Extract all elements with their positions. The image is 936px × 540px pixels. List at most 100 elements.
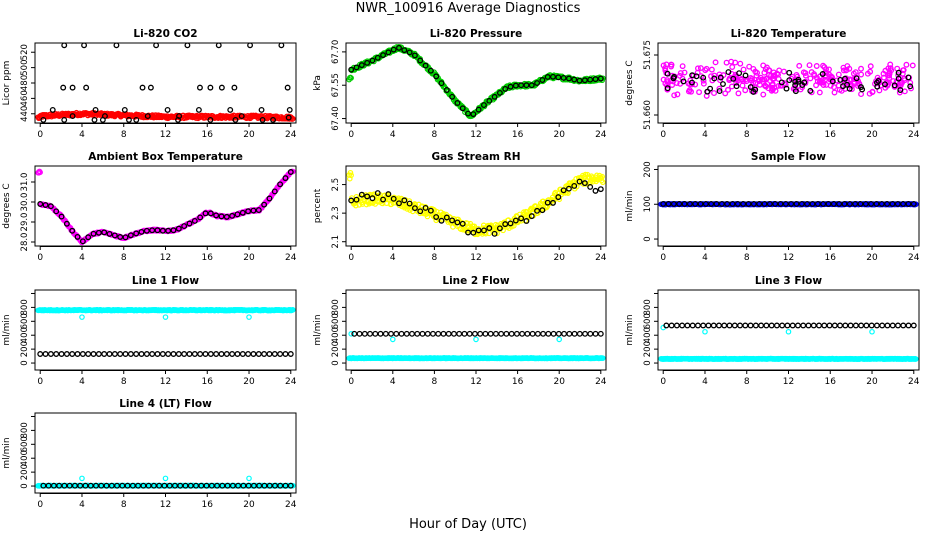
- series-average-point: [465, 229, 471, 236]
- series-raw-point: [896, 89, 903, 96]
- series-average-point: [720, 81, 726, 87]
- series-average-point: [358, 191, 365, 198]
- series-average-point: [889, 200, 896, 207]
- series-average-point: [772, 200, 779, 207]
- x-tick-label: 24: [595, 377, 607, 387]
- series-average-point: [91, 116, 98, 123]
- series-average-point: [665, 200, 672, 207]
- x-tick-label: 0: [348, 377, 354, 387]
- series-raw-point: [424, 213, 431, 220]
- x-tick-label: 0: [37, 377, 43, 387]
- series-average-point: [491, 230, 498, 237]
- y-axis-label: ml/min: [2, 314, 12, 345]
- x-tick-label: 16: [512, 253, 524, 263]
- series-average-point: [560, 187, 567, 194]
- series-raw-point: [708, 66, 715, 73]
- series-raw-point: [858, 91, 865, 98]
- panel-title: Li-820 CO2: [133, 28, 197, 40]
- series-average-point: [271, 351, 278, 357]
- series-average-point: [427, 67, 434, 74]
- series-raw-point: [729, 64, 736, 71]
- series-raw-point: [843, 67, 850, 73]
- plot-frame: [345, 165, 607, 247]
- series-average-point: [486, 97, 493, 104]
- series-average-point: [153, 43, 160, 49]
- series-average-point: [680, 78, 687, 85]
- series-average-point: [475, 227, 482, 234]
- series-raw-point: [162, 314, 169, 320]
- series-average-point: [786, 77, 793, 84]
- x-tick-label: 4: [390, 377, 396, 387]
- series-average-point: [900, 200, 907, 207]
- series-average-point: [156, 482, 163, 489]
- series-average-point: [784, 322, 791, 329]
- series-average-point: [99, 116, 106, 123]
- series-average-point: [147, 84, 154, 91]
- y-tick-label: 0: [331, 360, 341, 365]
- series-raw-point: [768, 72, 775, 79]
- series-raw-point: [813, 63, 820, 69]
- panel-6: Sample Flow ml/min 0 4 8 12 16 20 24 0 100 200: [625, 151, 920, 263]
- series-average-point: [895, 69, 902, 76]
- series-average-point: [213, 351, 220, 357]
- series-average-point: [761, 200, 768, 207]
- series-average-point: [710, 322, 717, 329]
- series-average-point: [277, 482, 284, 489]
- series-average-point: [528, 82, 535, 89]
- series-average-point: [438, 80, 445, 87]
- series-raw-point: [886, 75, 893, 82]
- x-tick-label: 12: [783, 377, 794, 387]
- series-average-point: [544, 199, 551, 206]
- series-raw-point: [712, 59, 719, 66]
- series-raw-point: [814, 78, 821, 85]
- series-raw-point: [600, 179, 606, 186]
- x-tick-label: 8: [432, 130, 438, 140]
- x-tick-label: 8: [744, 130, 750, 140]
- series-average-point: [430, 330, 436, 337]
- series-average-point: [540, 330, 547, 337]
- series-average-point: [788, 200, 795, 207]
- series-average-point: [270, 116, 276, 123]
- x-tick-label: 16: [825, 377, 837, 387]
- series-average-point: [882, 81, 888, 88]
- series-average-point: [61, 116, 68, 123]
- series-raw-point: [348, 172, 354, 179]
- series-average-point: [261, 201, 268, 208]
- series-average-point: [684, 322, 691, 329]
- series-average-point: [140, 482, 147, 489]
- series-average-point: [597, 330, 604, 337]
- series-average-point: [37, 351, 44, 357]
- series-average-point: [92, 106, 99, 113]
- series-raw-point: [763, 75, 770, 82]
- series-average-point: [513, 330, 520, 337]
- series-average-point: [255, 207, 262, 214]
- series-average-point: [245, 208, 252, 215]
- series-average-point: [256, 482, 263, 489]
- series-average-point: [496, 89, 503, 96]
- series-average-point: [165, 351, 172, 357]
- series-raw-point: [711, 72, 718, 79]
- series-average-point: [435, 330, 442, 337]
- y-tick-label: 400: [20, 327, 30, 343]
- series-average-point: [422, 62, 429, 69]
- series-average-point: [282, 351, 289, 357]
- series-average-point: [592, 187, 599, 194]
- x-tick-label: 16: [202, 500, 214, 510]
- series-average-point: [752, 86, 759, 93]
- y-tick-label: 600: [331, 313, 341, 329]
- series-average-point: [449, 217, 456, 224]
- series-average-point: [81, 43, 88, 49]
- series-average-point: [518, 215, 525, 222]
- series-average-point: [763, 322, 770, 329]
- y-tick-label: 800: [20, 422, 30, 438]
- series-average-point: [184, 43, 191, 49]
- series-average-point: [454, 100, 461, 106]
- y-tick-label: 400: [331, 327, 341, 343]
- series-average-point: [175, 351, 182, 357]
- series-average-point: [63, 220, 70, 227]
- series-average-point: [456, 330, 463, 337]
- plot-frame: [34, 289, 297, 371]
- series-average-point: [95, 229, 102, 236]
